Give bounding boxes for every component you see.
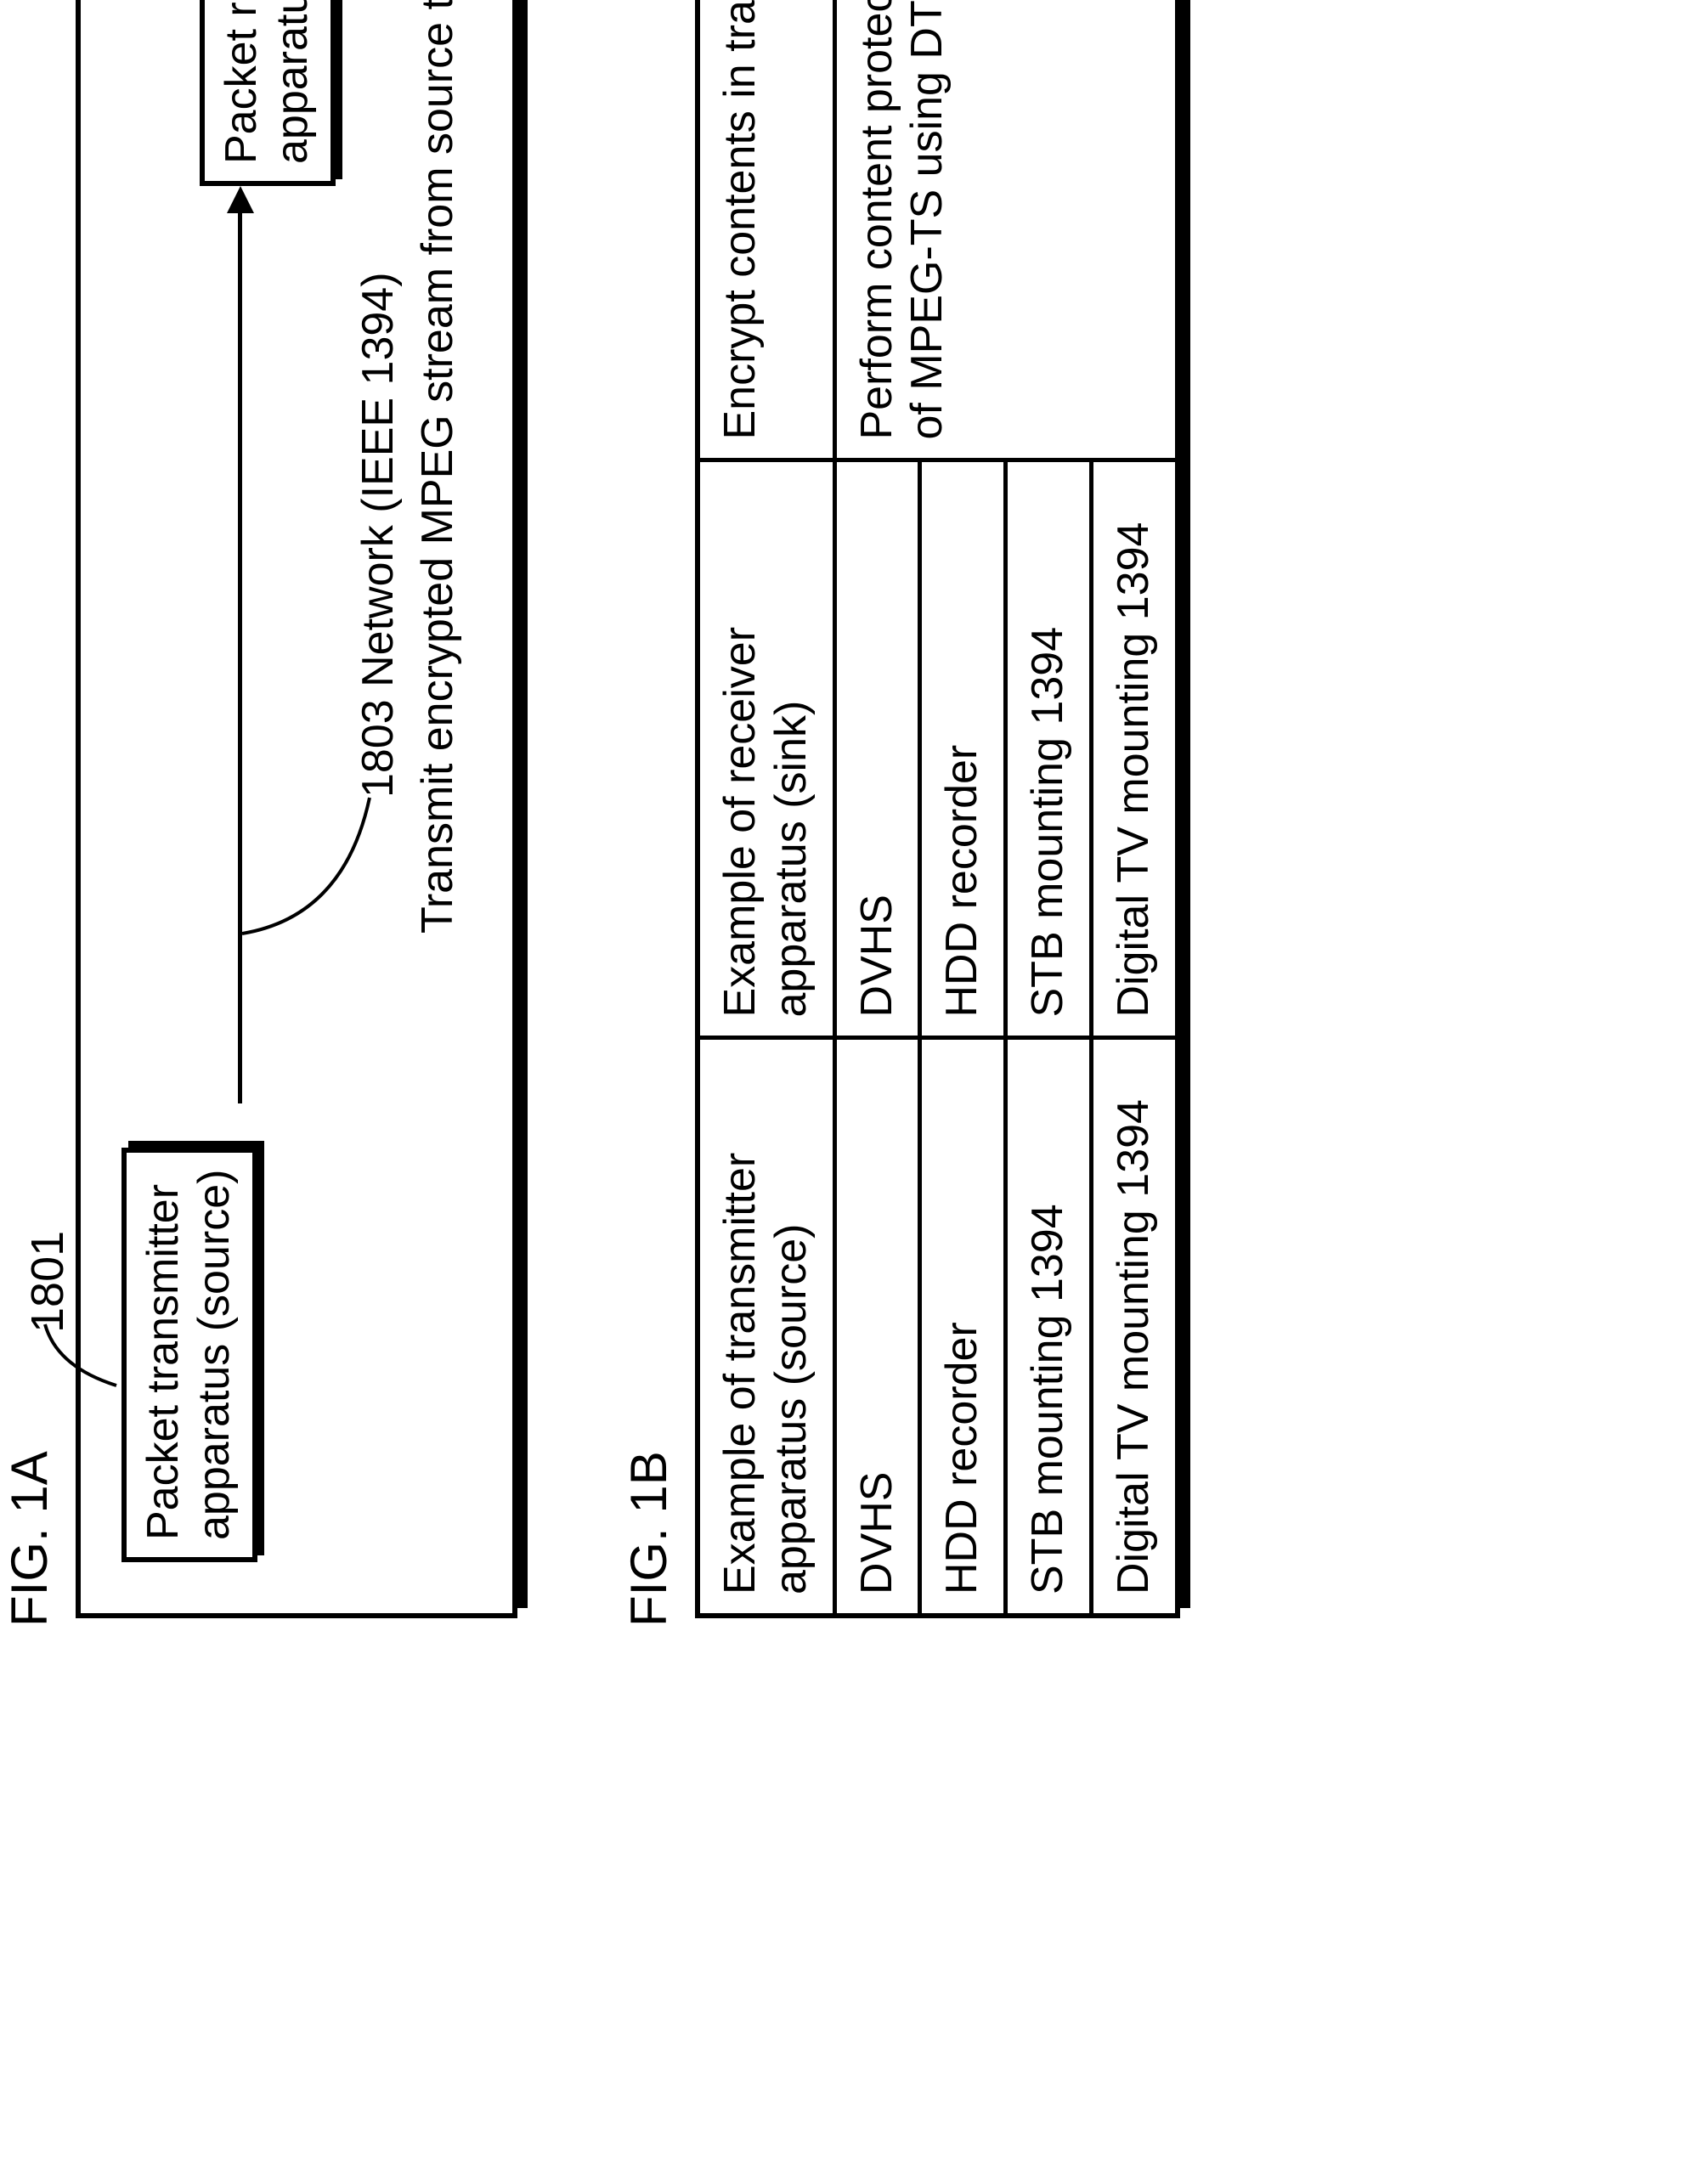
source-node: Packet transmitter apparatus (source): [121, 1148, 257, 1562]
cell-source: STB mounting 1394: [1006, 1038, 1092, 1616]
sink-line2: apparatus (sink): [268, 0, 319, 164]
fig-1b-table: Example of transmitter apparatus (source…: [695, 0, 1180, 1618]
merged-line-b: of MPEG-TS using DTCP system: [902, 0, 953, 440]
merged-line-a: Perform content protection: [852, 0, 903, 440]
sink-node: Packet receiver apparatus (sink): [200, 0, 336, 186]
network-label-b: Transmit encrypted MPEG stream from sour…: [412, 0, 463, 934]
sink-line1: Packet receiver: [217, 0, 268, 164]
col-header-encrypt: Encrypt contents in transmission: [698, 0, 834, 460]
fig-1a-section: FIG. 1A 1801 Packet transmitter apparatu…: [0, 0, 517, 1627]
fig-1b-title: FIG. 1B: [619, 0, 678, 1627]
callout-curve-1801: [40, 1290, 121, 1392]
table-header-row: Example of transmitter apparatus (source…: [698, 0, 834, 1616]
fig-1b-section: FIG. 1B Example of transmitter apparatus…: [619, 0, 1180, 1627]
arrow-head-icon: [227, 186, 254, 213]
source-line1: Packet transmitter: [138, 1170, 189, 1540]
network-label-a: 1803 Network (IEEE 1394): [353, 272, 404, 798]
callout-curve-1803: [242, 789, 387, 942]
arrow-source-to-sink: [238, 212, 242, 1103]
cell-source: HDD recorder: [920, 1038, 1006, 1616]
table-row: DVHS DVHS Perform content protection of …: [834, 0, 920, 1616]
cell-sink: STB mounting 1394: [1006, 460, 1092, 1038]
source-line2: apparatus (source): [189, 1170, 240, 1540]
cell-source: Digital TV mounting 1394: [1091, 1038, 1177, 1616]
cell-source: DVHS: [834, 1038, 920, 1616]
col-header-sink: Example of receiver apparatus (sink): [698, 460, 834, 1038]
cell-sink: DVHS: [834, 460, 920, 1038]
col-header-source: Example of transmitter apparatus (source…: [698, 1038, 834, 1616]
fig-1a-outer-box: 1801 Packet transmitter apparatus (sourc…: [76, 0, 517, 1618]
cell-merged-encrypt: Perform content protection of MPEG-TS us…: [834, 0, 1178, 460]
cell-sink: HDD recorder: [920, 460, 1006, 1038]
cell-sink: Digital TV mounting 1394: [1091, 460, 1177, 1038]
